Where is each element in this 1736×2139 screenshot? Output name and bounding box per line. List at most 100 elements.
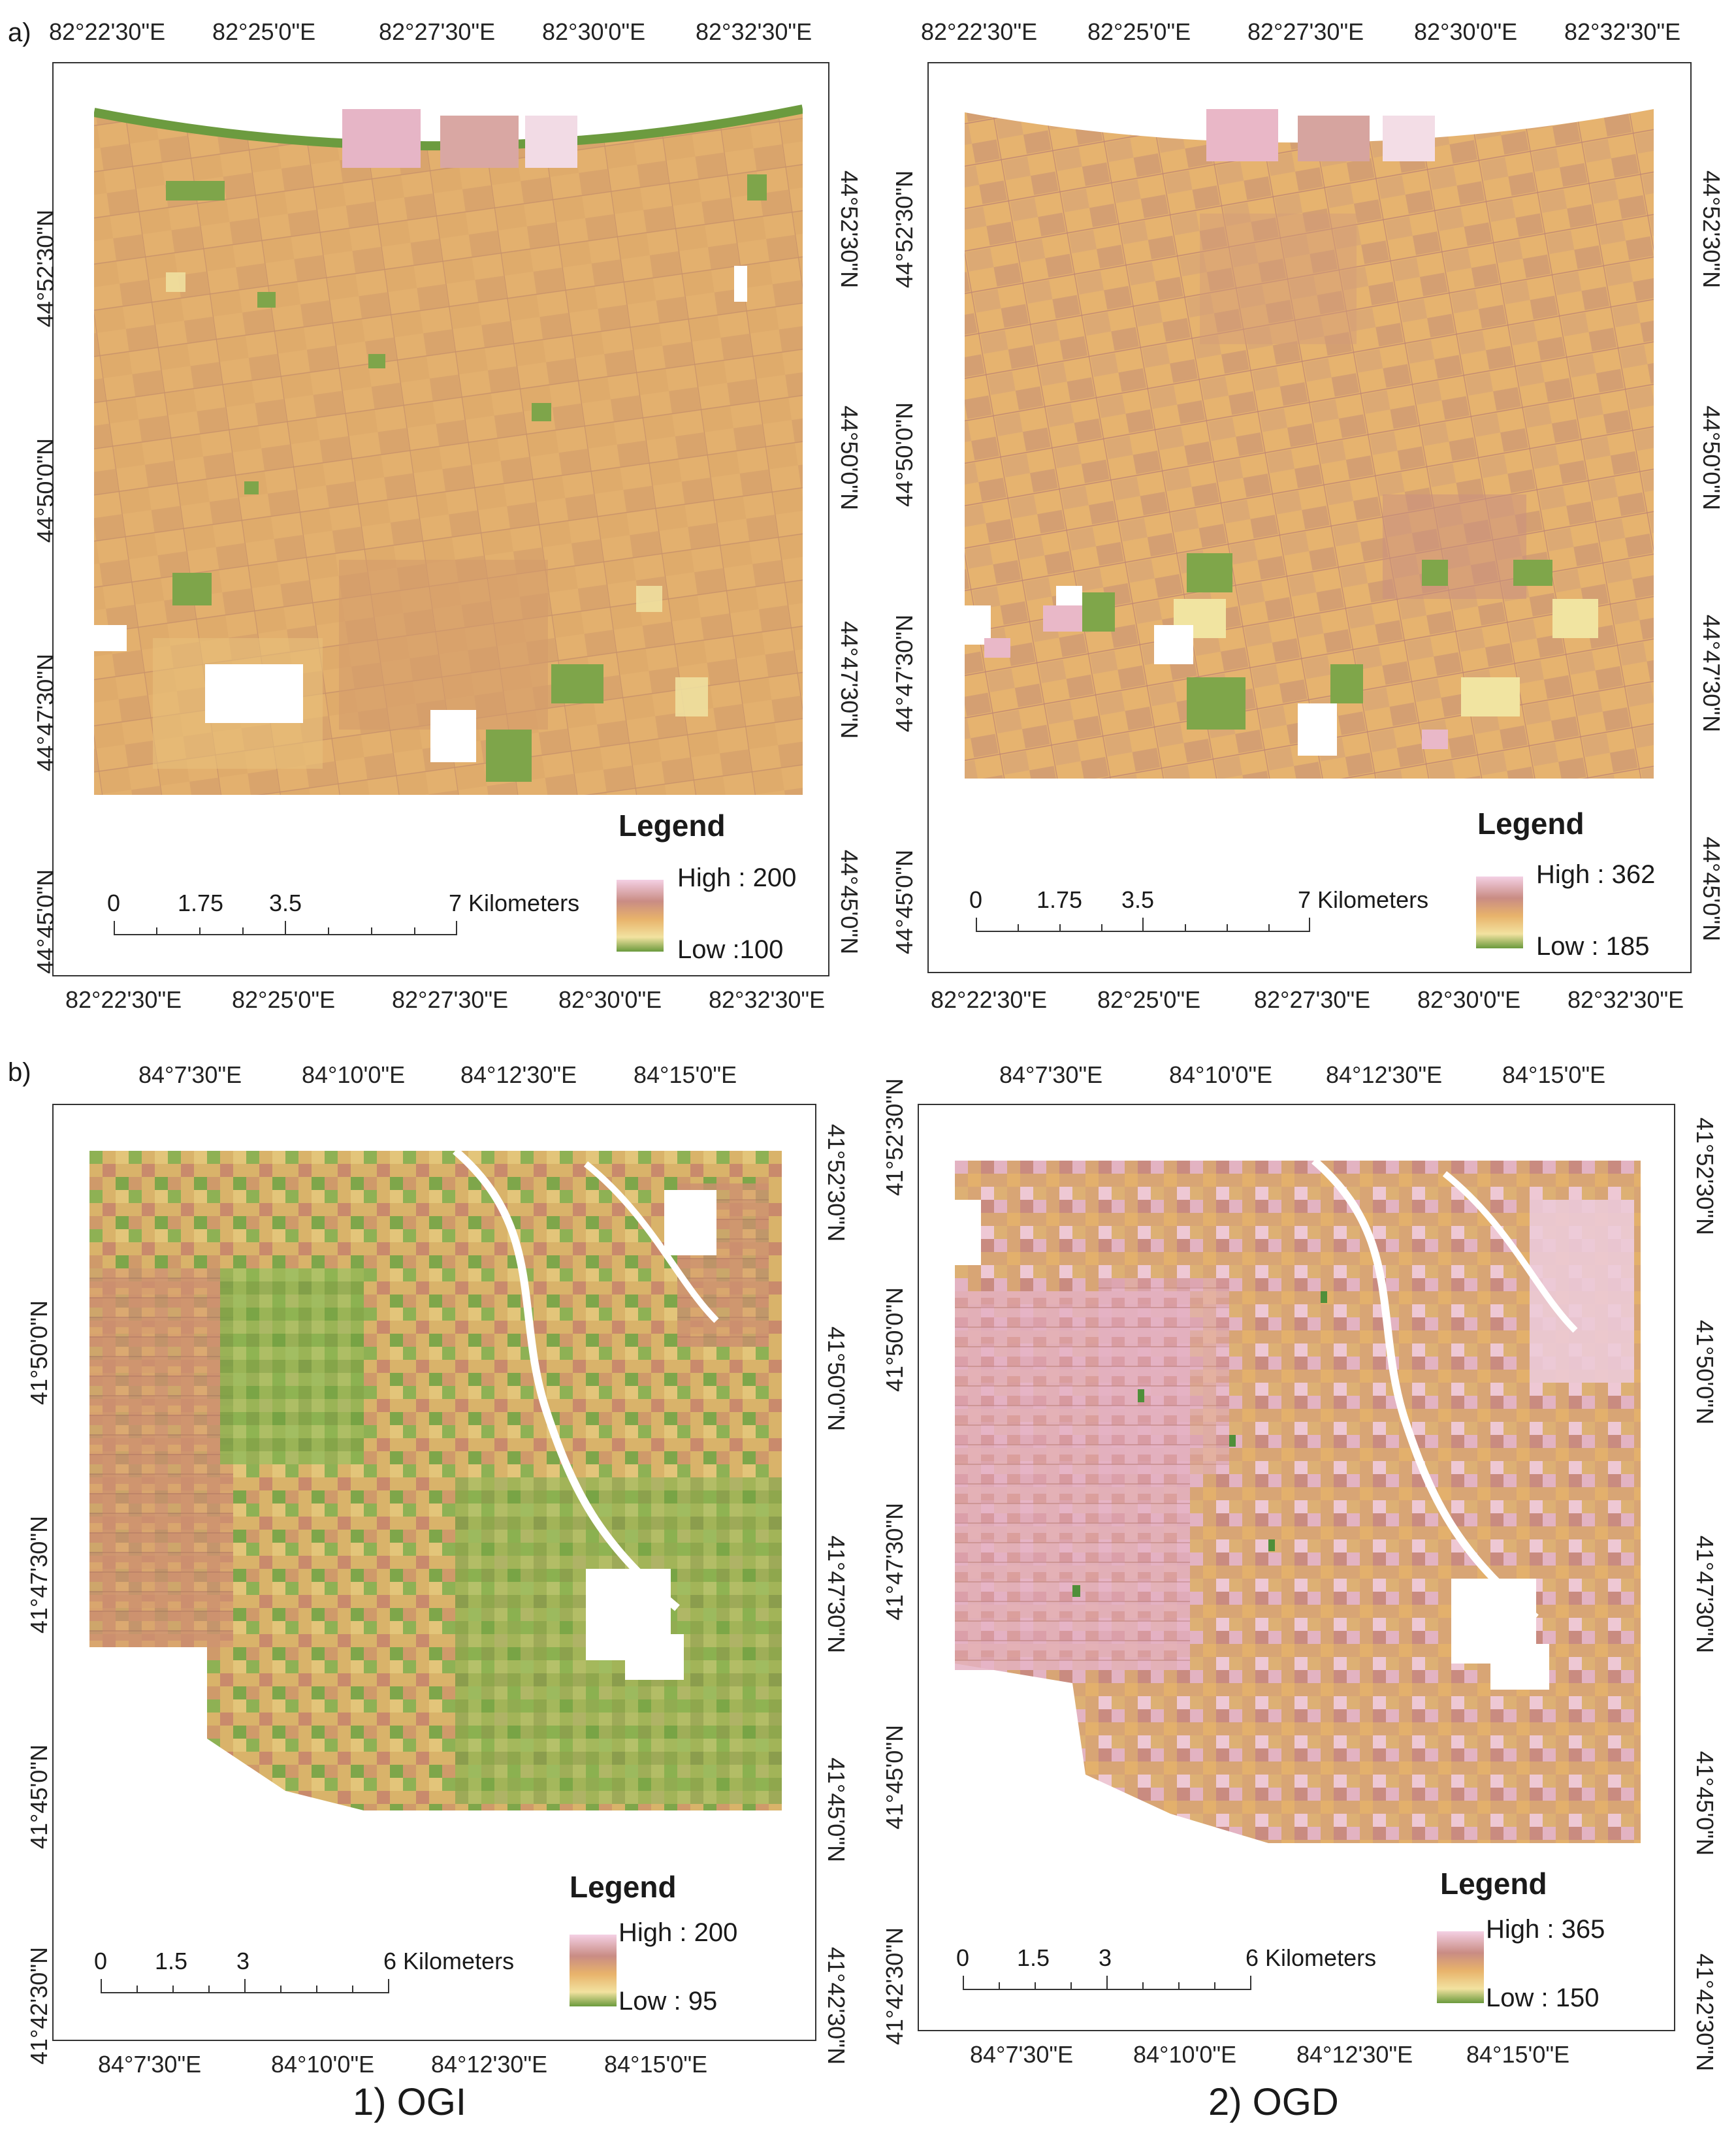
tick-b1-bottom-3: 84°15'0"E [604, 2051, 708, 2078]
legend-ramp-b2 [1437, 1931, 1484, 2003]
scale-label-b2-1: 1.5 [1017, 1944, 1050, 1971]
scalebar-a1 [114, 916, 457, 935]
raster-map-a2 [965, 103, 1654, 779]
tick-b2-right-0: 41°52'30"N [1692, 1117, 1718, 1236]
tick-a2-left-1: 44°50'0"N [891, 402, 918, 507]
legend-high-a2: High : 362 [1536, 860, 1656, 889]
tick-b2-bottom-1: 84°10'0"E [1133, 2041, 1237, 2068]
tick-b1-bottom-0: 84°7'30"E [98, 2051, 202, 2078]
scale-label-a1-2: 3.5 [269, 890, 302, 916]
caption-ogd: 2) OGD [1208, 2081, 1339, 2123]
tick-b1-top-0: 84°7'30"E [138, 1061, 242, 1088]
raster-map-b1 [89, 1151, 782, 1850]
legend-title-b2: Legend [1440, 1867, 1547, 1901]
tick-a2-right-3: 44°45'0"N [1698, 836, 1725, 942]
tick-b2-top-2: 84°12'30"E [1326, 1061, 1443, 1088]
scale-label-b1-1: 1.5 [155, 1948, 188, 1974]
tick-b2-right-1: 41°50'0"N [1692, 1319, 1718, 1425]
tick-a2-right-0: 44°52'30"N [1698, 170, 1725, 289]
legend-high-b1: High : 200 [619, 1918, 738, 1947]
tick-a1-left-0: 44°52'30"N [32, 209, 59, 328]
tick-a2-top-4: 82°32'30"E [1564, 18, 1681, 45]
scalebar-b2 [963, 1970, 1251, 1990]
raster-map-b2 [955, 1161, 1641, 1843]
tick-a1-bottom-0: 82°22'30"E [65, 986, 182, 1013]
legend-high-a1: High : 200 [677, 863, 797, 892]
tick-a2-top-0: 82°22'30"E [921, 18, 1038, 45]
legend-title-a2: Legend [1477, 807, 1584, 841]
scale-label-b2-0: 0 [956, 1944, 970, 1971]
tick-b1-left-1: 41°47'30"N [25, 1515, 52, 1634]
tick-b1-right-2: 41°47'30"N [823, 1535, 850, 1654]
scale-label-a1-3: 7 Kilometers [449, 890, 580, 916]
tick-b1-right-1: 41°50'0"N [823, 1326, 850, 1432]
tick-a1-right-3: 44°45'0"N [836, 849, 863, 955]
tick-b1-left-2: 41°45'0"N [25, 1744, 52, 1850]
tick-b2-bottom-2: 84°12'30"E [1296, 2041, 1413, 2068]
scale-label-b2-3: 6 Kilometers [1246, 1944, 1377, 1971]
scale-label-a1-0: 0 [107, 890, 121, 916]
tick-a2-bottom-0: 82°22'30"E [931, 986, 1048, 1013]
tick-a2-bottom-2: 82°27'30"E [1254, 986, 1371, 1013]
legend-ramp-a1 [617, 880, 664, 952]
tick-b2-left-3: 41°45'0"N [881, 1724, 908, 1830]
legend-low-a1: Low :100 [677, 935, 784, 964]
legend-high-b2: High : 365 [1486, 1915, 1605, 1944]
raster-b2-svg [955, 1161, 1641, 1843]
tick-a2-bottom-4: 82°32'30"E [1567, 986, 1684, 1013]
tick-a1-right-2: 44°47'30"N [836, 620, 863, 739]
tick-b2-left-1: 41°50'0"N [881, 1287, 908, 1392]
tick-a1-bottom-2: 82°27'30"E [392, 986, 509, 1013]
scale-label-a2-0: 0 [969, 886, 983, 913]
legend-low-b2: Low : 150 [1486, 1984, 1599, 2012]
tick-a1-top-1: 82°25'0"E [212, 18, 316, 45]
tick-a2-left-3: 44°45'0"N [891, 849, 918, 955]
scale-label-b1-2: 3 [236, 1948, 250, 1974]
map-frame-a2: Legend High : 362 Low : 185 0 1.75 3.5 7… [927, 62, 1692, 973]
tick-b1-bottom-2: 84°12'30"E [431, 2051, 548, 2078]
tick-b2-right-3: 41°45'0"N [1692, 1750, 1718, 1856]
tick-b1-left-3: 41°42'30"N [25, 1946, 52, 2065]
tick-a1-bottom-1: 82°25'0"E [232, 986, 336, 1013]
tick-b2-top-1: 84°10'0"E [1169, 1061, 1273, 1088]
scalebar-a2 [976, 912, 1310, 932]
tick-b2-bottom-3: 84°15'0"E [1466, 2041, 1570, 2068]
tick-a1-top-3: 82°30'0"E [542, 18, 646, 45]
tick-a1-left-2: 44°47'30"N [32, 653, 59, 772]
tick-a1-right-1: 44°50'0"N [836, 405, 863, 511]
map-frame-a1: Legend High : 200 Low :100 0 1.75 3.5 7 … [52, 62, 829, 976]
map-frame-b1: Legend High : 200 Low : 95 0 1.5 3 6 Kil… [52, 1104, 816, 2041]
scale-label-b2-2: 3 [1099, 1944, 1112, 1971]
tick-a2-left-0: 44°52'30"N [891, 170, 918, 289]
tick-b2-top-3: 84°15'0"E [1502, 1061, 1606, 1088]
tick-a2-top-1: 82°25'0"E [1087, 18, 1191, 45]
tick-a1-left-1: 44°50'0"N [32, 438, 59, 543]
tick-b2-left-2: 41°47'30"N [881, 1502, 908, 1621]
tick-a2-left-2: 44°47'30"N [891, 614, 918, 733]
scale-label-a2-3: 7 Kilometers [1298, 886, 1429, 913]
legend-ramp-a2 [1476, 877, 1523, 948]
tick-a2-bottom-3: 82°30'0"E [1417, 986, 1521, 1013]
legend-ramp-b1 [570, 1935, 617, 2006]
row-label-b: b) [8, 1058, 31, 1087]
tick-a1-right-0: 44°52'30"N [836, 170, 863, 289]
map-frame-b2: Legend High : 365 Low : 150 0 1.5 3 6 Ki… [918, 1104, 1675, 2031]
tick-a2-right-1: 44°50'0"N [1698, 405, 1725, 511]
tick-b1-left-0: 41°50'0"N [25, 1300, 52, 1406]
scale-label-a2-2: 3.5 [1121, 886, 1155, 913]
tick-b2-right-4: 41°42'30"N [1692, 1953, 1718, 2072]
legend-title-b1: Legend [570, 1870, 677, 1904]
legend-title-a1: Legend [619, 809, 726, 843]
tick-b1-right-3: 41°45'0"N [823, 1757, 850, 1863]
tick-b1-right-4: 41°42'30"N [823, 1946, 850, 2065]
raster-a2-svg [965, 109, 1654, 779]
tick-a2-right-2: 44°47'30"N [1698, 614, 1725, 733]
tick-b2-right-2: 41°47'30"N [1692, 1535, 1718, 1654]
tick-b2-top-0: 84°7'30"E [999, 1061, 1103, 1088]
tick-a1-left-3: 44°45'0"N [32, 869, 59, 974]
tick-a2-top-3: 82°30'0"E [1414, 18, 1518, 45]
tick-a1-bottom-4: 82°32'30"E [709, 986, 826, 1013]
tick-a2-bottom-1: 82°25'0"E [1097, 986, 1201, 1013]
scale-label-a1-1: 1.75 [178, 890, 224, 916]
scale-label-b1-3: 6 Kilometers [383, 1948, 515, 1974]
